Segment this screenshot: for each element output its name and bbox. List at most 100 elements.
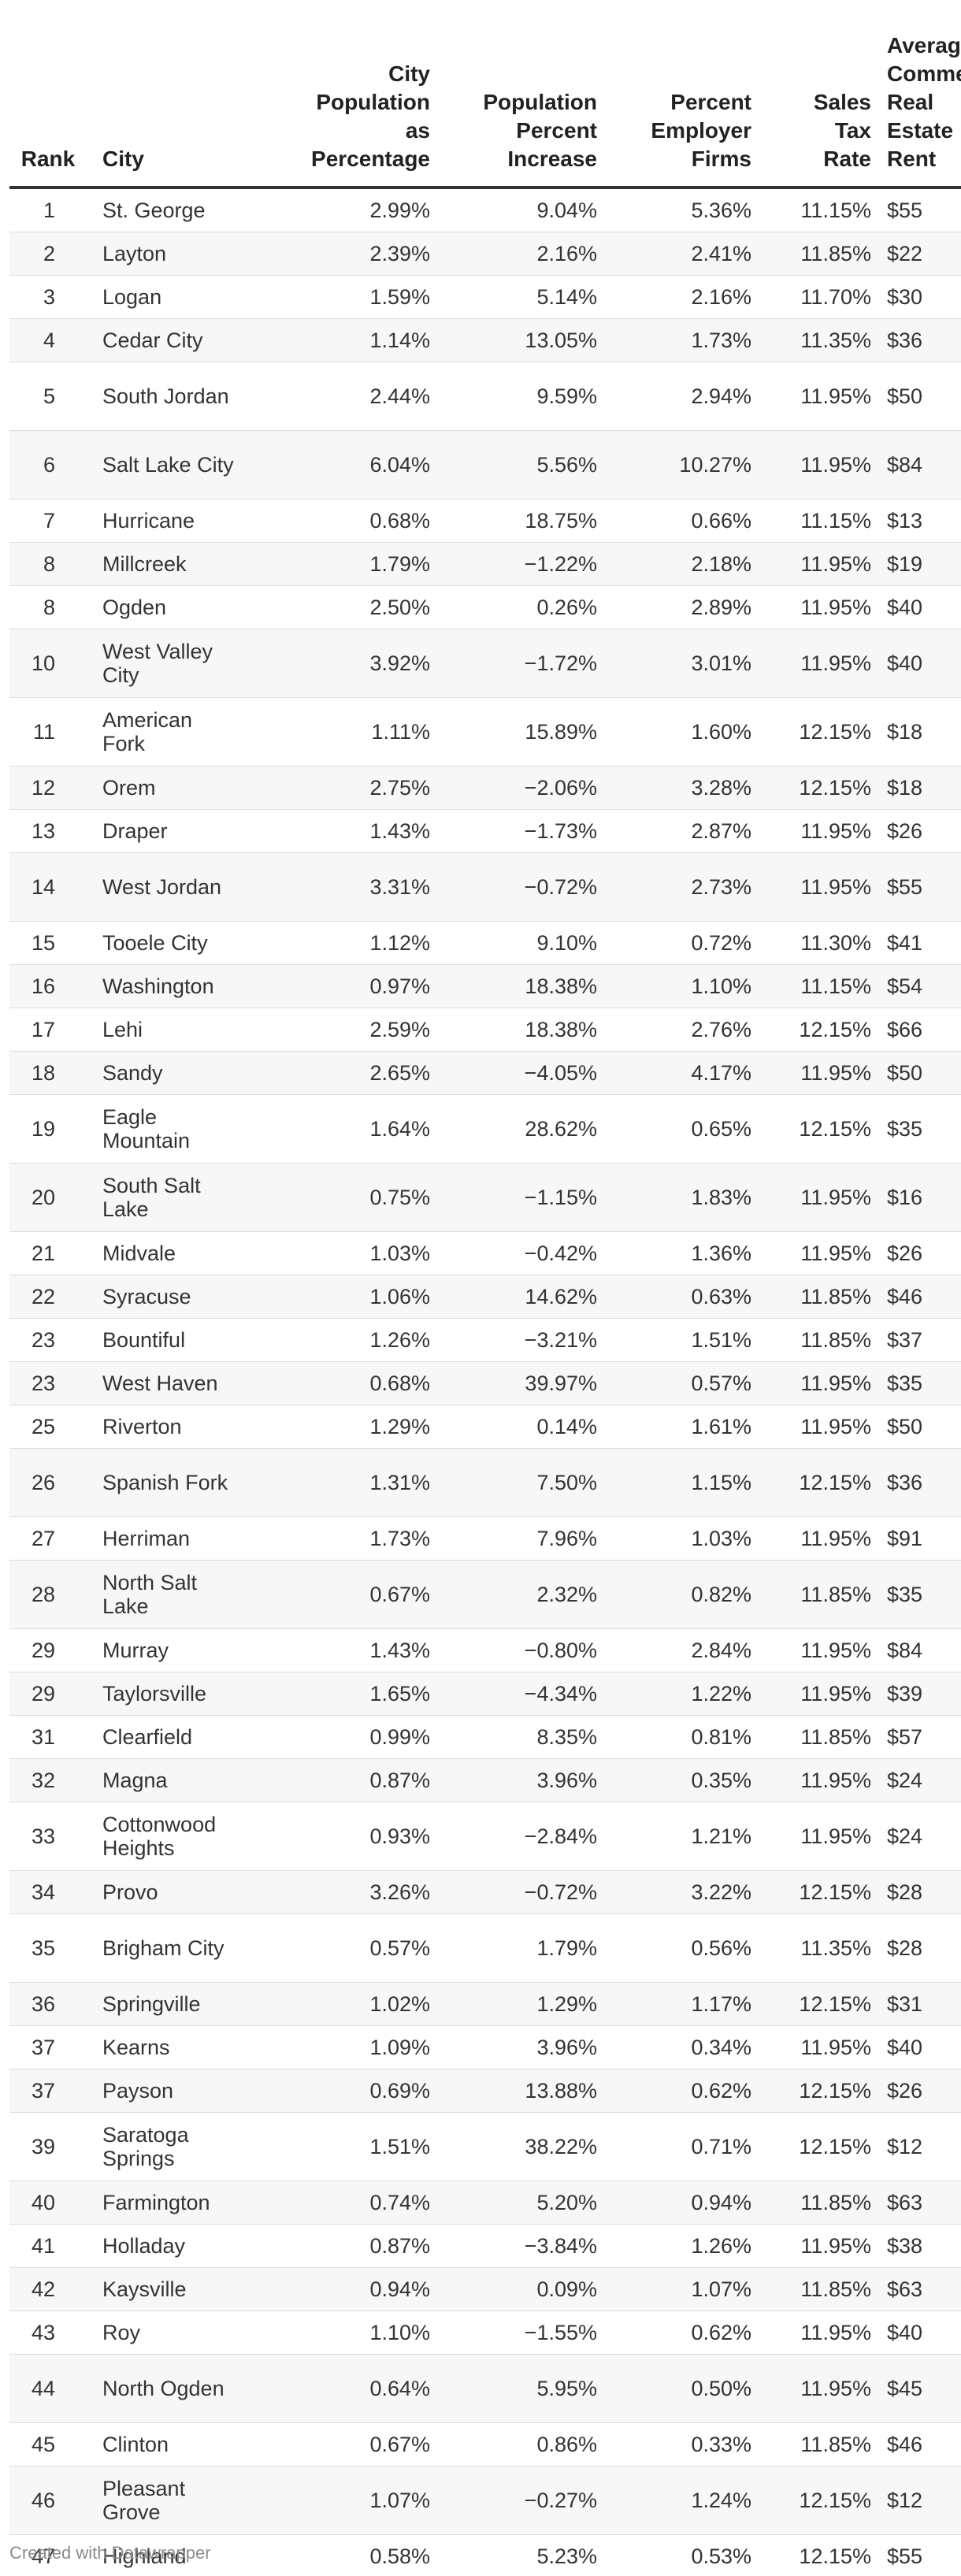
cell-population-increase: −4.34% (438, 1672, 605, 1716)
cell-city: Saratoga Springs (87, 2112, 244, 2181)
cell-employer-firms: 1.17% (605, 1982, 759, 2026)
cell-city: Cottonwood Heights (87, 1802, 244, 1871)
table-row: 41 Holladay 0.87% −3.84% 1.26% 11.95% $38 (9, 2224, 961, 2268)
cell-sales-tax: 11.15% (759, 187, 879, 232)
cell-employer-firms: 0.63% (605, 1275, 759, 1319)
cell-sales-tax: 11.95% (759, 2311, 879, 2355)
table-row: 20 South Salt Lake 0.75% −1.15% 1.83% 11.95% $… (9, 1163, 961, 1232)
datawrapper-credit[interactable]: Created with Datawrapper (9, 2543, 211, 2563)
cell-employer-firms: 1.26% (605, 2224, 759, 2268)
cell-population-percentage: 0.67% (244, 1560, 438, 1629)
header-employer-firms[interactable]: Percent Employer Firms (605, 32, 759, 189)
cell-population-percentage: 1.29% (244, 1405, 438, 1449)
cell-city: Farmington (87, 2181, 244, 2225)
cell-population-increase: 9.04% (438, 187, 605, 232)
cell-rent: $84 (879, 430, 961, 499)
table-row: 37 Payson 0.69% 13.88% 0.62% 12.15% $26 (9, 2069, 961, 2113)
cell-population-increase: 3.96% (438, 2025, 605, 2069)
cell-population-percentage: 0.58% (244, 2534, 438, 2576)
cell-rank: 7 (9, 499, 87, 543)
cell-rent: $35 (879, 1560, 961, 1629)
table-row: 21 Midvale 1.03% −0.42% 1.36% 11.95% $26 (9, 1231, 961, 1275)
cell-population-percentage: 0.74% (244, 2181, 438, 2225)
cell-population-increase: −3.21% (438, 1318, 605, 1362)
cell-city: Clearfield (87, 1715, 244, 1759)
cell-rank: 14 (9, 852, 87, 922)
header-sales-tax[interactable]: Sales Tax Rate (759, 32, 879, 189)
header-rent[interactable]: Average Commercial Real Estate Rent (879, 32, 961, 189)
table-row: 36 Springville 1.02% 1.29% 1.17% 12.15% $31 (9, 1982, 961, 2026)
cell-employer-firms: 0.82% (605, 1560, 759, 1629)
cell-rank: 17 (9, 1008, 87, 1052)
cell-population-percentage: 0.57% (244, 1913, 438, 1983)
cell-employer-firms: 10.27% (605, 430, 759, 499)
cell-sales-tax: 12.15% (759, 2069, 879, 2113)
cell-employer-firms: 3.28% (605, 766, 759, 810)
cell-city: Spanish Fork (87, 1448, 244, 1517)
cell-population-percentage: 0.87% (244, 1758, 438, 1802)
table-row: 14 West Jordan 3.31% −0.72% 2.73% 11.95% $55 (9, 852, 961, 922)
cell-employer-firms: 0.50% (605, 2354, 759, 2423)
table-row: 10 West Valley City 3.92% −1.72% 3.01% 11.95%… (9, 629, 961, 698)
cell-population-increase: 13.05% (438, 318, 605, 362)
header-population-increase[interactable]: Population Percent Increase (438, 32, 605, 189)
cell-sales-tax: 12.15% (759, 1870, 879, 1914)
cell-sales-tax: 12.15% (759, 766, 879, 810)
cell-population-percentage: 1.43% (244, 1628, 438, 1672)
cell-rank: 31 (9, 1715, 87, 1759)
cell-rank: 29 (9, 1628, 87, 1672)
cell-city: South Salt Lake (87, 1163, 244, 1232)
cell-rent: $40 (879, 585, 961, 629)
cell-rent: $50 (879, 1405, 961, 1449)
cell-city: Eagle Mountain (87, 1094, 244, 1164)
cell-rent: $39 (879, 1672, 961, 1716)
cell-rank: 5 (9, 362, 87, 431)
cell-rent: $57 (879, 1715, 961, 1759)
cell-population-percentage: 0.94% (244, 2267, 438, 2311)
cell-rank: 33 (9, 1802, 87, 1871)
cell-sales-tax: 11.70% (759, 275, 879, 319)
cell-employer-firms: 3.22% (605, 1870, 759, 1914)
cell-employer-firms: 1.83% (605, 1163, 759, 1232)
cell-rank: 42 (9, 2267, 87, 2311)
table-row: 2 Layton 2.39% 2.16% 2.41% 11.85% $22 (9, 232, 961, 276)
cell-rank: 27 (9, 1516, 87, 1561)
cell-rank: 10 (9, 629, 87, 698)
cell-population-percentage: 1.64% (244, 1094, 438, 1164)
cell-population-percentage: 1.10% (244, 2311, 438, 2355)
cell-population-increase: 8.35% (438, 1715, 605, 1759)
cell-rent: $12 (879, 2112, 961, 2181)
cell-sales-tax: 12.15% (759, 2534, 879, 2576)
header-population-percentage[interactable]: City Population as Percentage (244, 32, 438, 189)
cell-sales-tax: 11.35% (759, 318, 879, 362)
cell-sales-tax: 11.85% (759, 232, 879, 276)
cell-employer-firms: 5.36% (605, 187, 759, 232)
cell-population-percentage: 0.87% (244, 2224, 438, 2268)
cell-population-increase: 5.23% (438, 2534, 605, 2576)
table-row: 19 Eagle Mountain 1.64% 28.62% 0.65% 12.15% $3… (9, 1094, 961, 1164)
cell-employer-firms: 2.18% (605, 542, 759, 586)
cell-city: Millcreek (87, 542, 244, 586)
cell-population-increase: 5.95% (438, 2354, 605, 2423)
cell-city: Taylorsville (87, 1672, 244, 1716)
cell-city: Hurricane (87, 499, 244, 543)
table-row: 28 North Salt Lake 0.67% 2.32% 0.82% 11.85% $3… (9, 1560, 961, 1629)
cell-population-percentage: 1.43% (244, 809, 438, 853)
cell-city: Cedar City (87, 318, 244, 362)
cell-rent: $66 (879, 1008, 961, 1052)
cell-city: Syracuse (87, 1275, 244, 1319)
cell-employer-firms: 4.17% (605, 1051, 759, 1095)
header-city[interactable]: City (87, 32, 244, 189)
cell-population-increase: 18.75% (438, 499, 605, 543)
cell-sales-tax: 11.95% (759, 1231, 879, 1275)
cell-sales-tax: 11.95% (759, 1672, 879, 1716)
cell-rent: $26 (879, 1231, 961, 1275)
cell-rent: $31 (879, 1982, 961, 2026)
cell-rent: $46 (879, 1275, 961, 1319)
cell-rank: 25 (9, 1405, 87, 1449)
header-rank[interactable]: Rank (9, 32, 87, 189)
cell-rank: 46 (9, 2466, 87, 2535)
cell-rank: 47 (9, 2534, 87, 2576)
table-row: 47 Highland 0.58% 5.23% 0.53% 12.15% $55 (9, 2534, 961, 2576)
cell-rent: $55 (879, 187, 961, 232)
